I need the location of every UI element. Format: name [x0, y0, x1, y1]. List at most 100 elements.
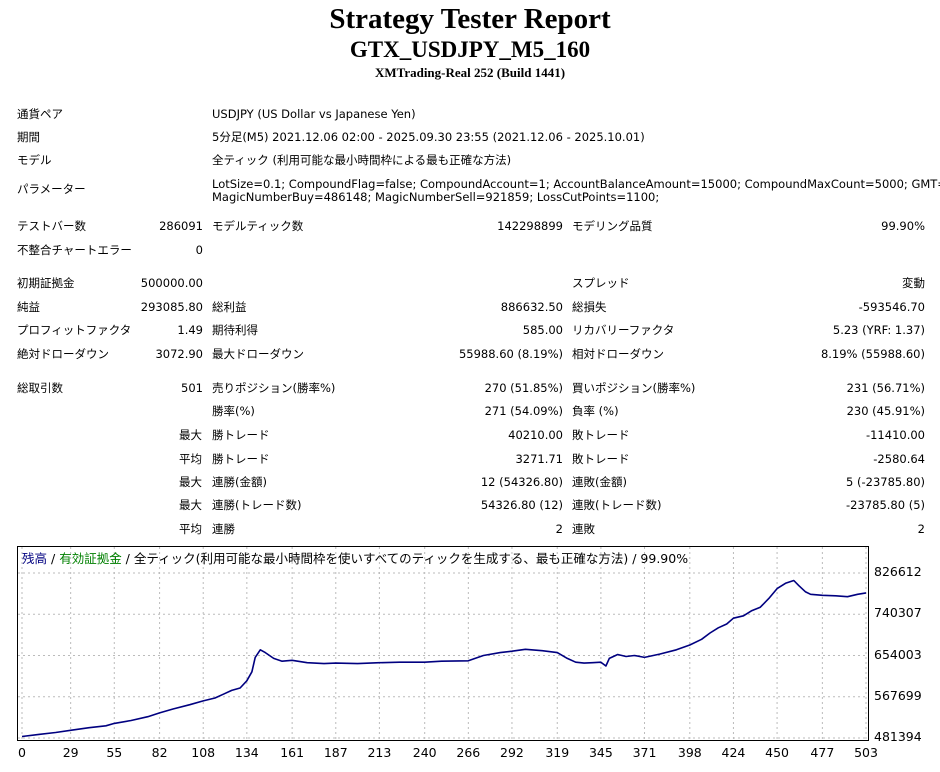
modeling-quality-value: 99.90% — [881, 219, 925, 233]
x-tick-label: 0 — [18, 745, 26, 760]
long-positions-label: 買いポジション(勝率%) — [572, 381, 696, 395]
relative-drawdown-value: 8.19% (55988.60) — [820, 347, 925, 361]
max-drawdown-label: 最大ドローダウン — [212, 347, 304, 361]
y-tick-label: 826612 — [874, 564, 922, 579]
avg-consec-wins-value: 2 — [555, 522, 563, 536]
net-profit-value: 293085.80 — [140, 300, 203, 314]
x-tick-label: 371 — [632, 745, 657, 760]
legend-separator: / — [47, 551, 60, 566]
win-rate-label: 勝率(%) — [212, 404, 255, 418]
max-consec-wins-label: 連勝(金額) — [212, 475, 267, 489]
model-value: 全ティック (利用可能な最小時間枠による最も正確な方法) — [212, 153, 512, 167]
legend-separator: / — [121, 551, 134, 566]
loss-rate-value: 230 (45.91%) — [846, 404, 925, 418]
max-consec-loss-value: -23785.80 (5) — [846, 498, 925, 512]
x-tick-label: 345 — [588, 745, 613, 760]
avg-win-value: 3271.71 — [515, 452, 563, 466]
avg-loss-value: -2580.64 — [873, 452, 925, 466]
max-word: 最大 — [179, 428, 202, 442]
expected-payoff-label: 期待利得 — [212, 323, 258, 337]
total-trades-label: 総取引数 — [17, 381, 63, 395]
profit-factor-label: プロフィットファクタ — [17, 323, 132, 337]
max-consec-profit-value: 54326.80 (12) — [480, 498, 563, 512]
x-tick-label: 477 — [810, 745, 835, 760]
avg-consec-losses-label: 連敗 — [572, 522, 595, 536]
legend-equity: 有効証拠金 — [59, 551, 122, 566]
server-build: XMTrading-Real 252 (Build 1441) — [374, 65, 566, 80]
model-ticks-value: 142298899 — [497, 219, 563, 233]
gross-loss-label: 総損失 — [572, 300, 607, 314]
max-consec-profit-label: 連勝(トレード数) — [212, 498, 302, 512]
params-line1: LotSize=0.1; CompoundFlag=false; Compoun… — [212, 177, 940, 191]
initial-deposit-value: 500000.00 — [140, 276, 203, 290]
model-label: モデル — [17, 153, 52, 167]
x-tick-label: 55 — [106, 745, 123, 760]
loss-rate-label: 負率 (%) — [572, 404, 619, 418]
balance-series-line — [21, 579, 867, 738]
mismatch-errors-label: 不整合チャートエラー — [17, 243, 132, 257]
gross-profit-value: 886632.50 — [500, 300, 563, 314]
x-tick-label: 82 — [151, 745, 168, 760]
total-trades-value: 501 — [181, 381, 203, 395]
balance-chart-plot — [18, 547, 868, 740]
avg-word: 平均 — [179, 452, 202, 466]
params-line2: MagicNumberBuy=486148; MagicNumberSell=9… — [212, 190, 660, 204]
max-consec-losses-label: 連敗(金額) — [572, 475, 627, 489]
x-tick-label: 29 — [62, 745, 79, 760]
max-loss-label: 敗トレード — [572, 428, 630, 442]
x-tick-label: 266 — [456, 745, 481, 760]
gross-loss-value: -593546.70 — [858, 300, 925, 314]
recovery-factor-value: 5.23 (YRF: 1.37) — [832, 323, 925, 337]
x-tick-label: 134 — [234, 745, 259, 760]
chart-legend: 残高 / 有効証拠金 / 全ティック(利用可能な最小時間枠を使いすべてのティック… — [22, 551, 688, 566]
spread-label: スプレッド — [572, 276, 630, 290]
expected-payoff-value: 585.00 — [522, 323, 563, 337]
y-tick-label: 481394 — [874, 729, 922, 744]
long-positions-value: 231 (56.71%) — [846, 381, 925, 395]
x-tick-label: 319 — [545, 745, 570, 760]
x-tick-label: 187 — [323, 745, 348, 760]
profit-factor-value: 1.49 — [177, 323, 203, 337]
max-win-label: 勝トレード — [212, 428, 270, 442]
symbol-value: USDJPY (US Dollar vs Japanese Yen) — [212, 107, 416, 121]
max-word: 最大 — [179, 475, 202, 489]
y-tick-label: 740307 — [874, 605, 922, 621]
params-label: パラメーター — [17, 182, 86, 196]
x-tick-label: 108 — [191, 745, 216, 760]
gross-profit-label: 総利益 — [212, 300, 247, 314]
max-word: 最大 — [179, 498, 202, 512]
x-tick-label: 161 — [280, 745, 305, 760]
max-consec-loss-label: 連敗(トレード数) — [572, 498, 662, 512]
x-tick-label: 398 — [677, 745, 702, 760]
recovery-factor-label: リカバリーファクタ — [572, 323, 675, 337]
max-loss-value: -11410.00 — [865, 428, 925, 442]
ea-name: GTX_USDJPY_M5_160 — [349, 37, 591, 62]
avg-win-label: 勝トレード — [212, 452, 270, 466]
period-label: 期間 — [17, 130, 40, 144]
legend-description: 全ティック(利用可能な最小時間枠を使いすべてのティックを生成する、最も正確な方法… — [133, 551, 689, 566]
legend-balance: 残高 — [22, 551, 48, 566]
test-bars-label: テストバー数 — [17, 219, 86, 233]
relative-drawdown-label: 相対ドローダウン — [572, 347, 664, 361]
x-tick-label: 213 — [367, 745, 392, 760]
x-tick-label: 450 — [765, 745, 789, 760]
modeling-quality-label: モデリング品質 — [572, 219, 653, 233]
avg-consec-losses-value: 2 — [917, 522, 925, 536]
x-tick-label: 240 — [412, 745, 437, 760]
max-consec-wins-value: 12 (54326.80) — [480, 475, 563, 489]
max-win-value: 40210.00 — [508, 428, 563, 442]
absolute-drawdown-label: 絶対ドローダウン — [17, 347, 109, 361]
max-consec-losses-value: 5 (-23785.80) — [846, 475, 925, 489]
spread-value: 変動 — [902, 276, 925, 290]
short-positions-label: 売りポジション(勝率%) — [212, 381, 336, 395]
win-rate-value: 271 (54.09%) — [484, 404, 563, 418]
net-profit-label: 純益 — [17, 300, 40, 314]
y-tick-label: 567699 — [874, 687, 922, 703]
balance-chart: 残高 / 有効証拠金 / 全ティック(利用可能な最小時間枠を使いすべてのティック… — [17, 546, 869, 741]
x-tick-label: 424 — [721, 745, 746, 760]
max-drawdown-value: 55988.60 (8.19%) — [458, 347, 563, 361]
absolute-drawdown-value: 3072.90 — [155, 347, 203, 361]
initial-deposit-label: 初期証拠金 — [17, 276, 75, 290]
period-value: 5分足(M5) 2021.12.06 02:00 - 2025.09.30 23… — [212, 130, 645, 144]
x-tick-label: 503 — [854, 745, 878, 760]
